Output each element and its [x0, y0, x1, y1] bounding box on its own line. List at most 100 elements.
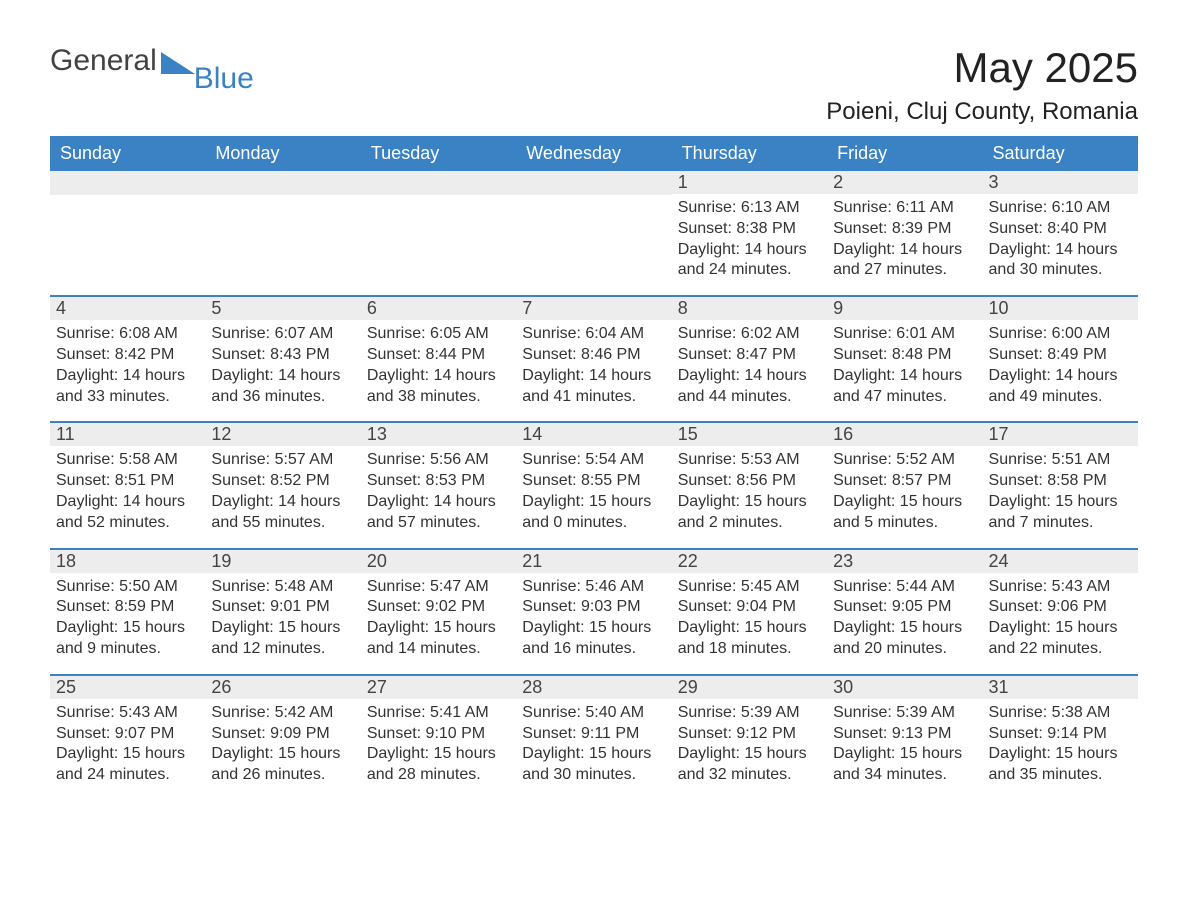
- day-sunrise: Sunrise: 5:39 AM: [833, 703, 976, 724]
- calendar-day-cell: 19Sunrise: 5:48 AMSunset: 9:01 PMDayligh…: [205, 550, 360, 674]
- calendar-day-cell: 22Sunrise: 5:45 AMSunset: 9:04 PMDayligh…: [672, 550, 827, 674]
- day-dl2: and 18 minutes.: [678, 639, 821, 660]
- day-sunrise: Sunrise: 5:56 AM: [367, 450, 510, 471]
- day-dl2: and 57 minutes.: [367, 513, 510, 534]
- day-dl1: Daylight: 14 hours: [211, 492, 354, 513]
- calendar-day-cell: 2Sunrise: 6:11 AMSunset: 8:39 PMDaylight…: [827, 171, 982, 295]
- day-dl1: Daylight: 14 hours: [56, 366, 199, 387]
- day-number: 21: [516, 550, 671, 573]
- day-dl1: Daylight: 14 hours: [989, 366, 1132, 387]
- calendar-day-cell: 7Sunrise: 6:04 AMSunset: 8:46 PMDaylight…: [516, 297, 671, 421]
- day-sunrise: Sunrise: 5:50 AM: [56, 577, 199, 598]
- day-number: 16: [827, 423, 982, 446]
- day-details: Sunrise: 5:47 AMSunset: 9:02 PMDaylight:…: [361, 573, 516, 660]
- logo-triangle-icon: [161, 52, 195, 74]
- day-dl2: and 26 minutes.: [211, 765, 354, 786]
- day-dl2: and 55 minutes.: [211, 513, 354, 534]
- day-dl1: Daylight: 15 hours: [211, 744, 354, 765]
- day-number: 18: [50, 550, 205, 573]
- day-number: 29: [672, 676, 827, 699]
- day-details: Sunrise: 6:02 AMSunset: 8:47 PMDaylight:…: [672, 320, 827, 407]
- day-number: 9: [827, 297, 982, 320]
- day-dl2: and 36 minutes.: [211, 387, 354, 408]
- weekday-header: Wednesday: [516, 136, 671, 171]
- day-details: Sunrise: 5:43 AMSunset: 9:07 PMDaylight:…: [50, 699, 205, 786]
- calendar-day-cell: 26Sunrise: 5:42 AMSunset: 9:09 PMDayligh…: [205, 676, 360, 800]
- day-sunset: Sunset: 9:03 PM: [522, 597, 665, 618]
- day-number: 25: [50, 676, 205, 699]
- calendar-day-cell: 20Sunrise: 5:47 AMSunset: 9:02 PMDayligh…: [361, 550, 516, 674]
- day-number: [516, 171, 671, 195]
- day-details: Sunrise: 5:45 AMSunset: 9:04 PMDaylight:…: [672, 573, 827, 660]
- day-dl2: and 32 minutes.: [678, 765, 821, 786]
- day-dl2: and 33 minutes.: [56, 387, 199, 408]
- calendar-day-cell: 23Sunrise: 5:44 AMSunset: 9:05 PMDayligh…: [827, 550, 982, 674]
- day-dl2: and 7 minutes.: [989, 513, 1132, 534]
- day-details: Sunrise: 6:00 AMSunset: 8:49 PMDaylight:…: [983, 320, 1138, 407]
- day-number: 24: [983, 550, 1138, 573]
- day-dl2: and 12 minutes.: [211, 639, 354, 660]
- weekday-header: Tuesday: [361, 136, 516, 171]
- day-dl1: Daylight: 15 hours: [833, 492, 976, 513]
- calendar-week-row: 18Sunrise: 5:50 AMSunset: 8:59 PMDayligh…: [50, 548, 1138, 674]
- day-details: Sunrise: 5:39 AMSunset: 9:13 PMDaylight:…: [827, 699, 982, 786]
- day-sunset: Sunset: 8:53 PM: [367, 471, 510, 492]
- calendar-day-cell: 17Sunrise: 5:51 AMSunset: 8:58 PMDayligh…: [983, 423, 1138, 547]
- day-dl2: and 34 minutes.: [833, 765, 976, 786]
- calendar-day-cell: 1Sunrise: 6:13 AMSunset: 8:38 PMDaylight…: [672, 171, 827, 295]
- day-sunrise: Sunrise: 6:02 AM: [678, 324, 821, 345]
- calendar-day-cell: 28Sunrise: 5:40 AMSunset: 9:11 PMDayligh…: [516, 676, 671, 800]
- calendar-day-cell: 4Sunrise: 6:08 AMSunset: 8:42 PMDaylight…: [50, 297, 205, 421]
- day-sunset: Sunset: 9:02 PM: [367, 597, 510, 618]
- day-sunset: Sunset: 8:39 PM: [833, 219, 976, 240]
- day-dl1: Daylight: 15 hours: [989, 492, 1132, 513]
- day-dl2: and 20 minutes.: [833, 639, 976, 660]
- day-sunrise: Sunrise: 5:44 AM: [833, 577, 976, 598]
- day-dl1: Daylight: 15 hours: [367, 618, 510, 639]
- day-details: Sunrise: 5:42 AMSunset: 9:09 PMDaylight:…: [205, 699, 360, 786]
- day-sunrise: Sunrise: 5:54 AM: [522, 450, 665, 471]
- day-dl2: and 41 minutes.: [522, 387, 665, 408]
- day-dl1: Daylight: 15 hours: [989, 744, 1132, 765]
- day-sunset: Sunset: 8:55 PM: [522, 471, 665, 492]
- calendar-body: 1Sunrise: 6:13 AMSunset: 8:38 PMDaylight…: [50, 171, 1138, 800]
- day-details: Sunrise: 5:57 AMSunset: 8:52 PMDaylight:…: [205, 446, 360, 533]
- day-sunrise: Sunrise: 6:00 AM: [989, 324, 1132, 345]
- day-dl1: Daylight: 14 hours: [56, 492, 199, 513]
- day-sunset: Sunset: 9:13 PM: [833, 724, 976, 745]
- day-sunrise: Sunrise: 5:58 AM: [56, 450, 199, 471]
- day-sunset: Sunset: 9:04 PM: [678, 597, 821, 618]
- day-dl2: and 30 minutes.: [989, 260, 1132, 281]
- day-dl2: and 14 minutes.: [367, 639, 510, 660]
- calendar-day-cell: 31Sunrise: 5:38 AMSunset: 9:14 PMDayligh…: [983, 676, 1138, 800]
- calendar-day-cell: 13Sunrise: 5:56 AMSunset: 8:53 PMDayligh…: [361, 423, 516, 547]
- day-details: Sunrise: 5:56 AMSunset: 8:53 PMDaylight:…: [361, 446, 516, 533]
- day-sunrise: Sunrise: 5:45 AM: [678, 577, 821, 598]
- day-sunrise: Sunrise: 5:51 AM: [989, 450, 1132, 471]
- day-number: 14: [516, 423, 671, 446]
- day-dl1: Daylight: 15 hours: [56, 618, 199, 639]
- day-details: Sunrise: 5:52 AMSunset: 8:57 PMDaylight:…: [827, 446, 982, 533]
- day-number: 6: [361, 297, 516, 320]
- calendar-day-cell: 16Sunrise: 5:52 AMSunset: 8:57 PMDayligh…: [827, 423, 982, 547]
- day-sunrise: Sunrise: 5:57 AM: [211, 450, 354, 471]
- day-dl1: Daylight: 15 hours: [56, 744, 199, 765]
- day-dl2: and 52 minutes.: [56, 513, 199, 534]
- day-sunrise: Sunrise: 5:47 AM: [367, 577, 510, 598]
- day-dl1: Daylight: 15 hours: [211, 618, 354, 639]
- calendar-day-cell: 27Sunrise: 5:41 AMSunset: 9:10 PMDayligh…: [361, 676, 516, 800]
- day-number: 7: [516, 297, 671, 320]
- day-sunrise: Sunrise: 6:04 AM: [522, 324, 665, 345]
- day-number: 15: [672, 423, 827, 446]
- day-sunset: Sunset: 8:51 PM: [56, 471, 199, 492]
- day-dl1: Daylight: 15 hours: [522, 618, 665, 639]
- day-dl2: and 30 minutes.: [522, 765, 665, 786]
- day-sunset: Sunset: 8:46 PM: [522, 345, 665, 366]
- day-sunrise: Sunrise: 5:42 AM: [211, 703, 354, 724]
- title-block: May 2025 Poieni, Cluj County, Romania: [826, 44, 1138, 126]
- weekday-header-row: Sunday Monday Tuesday Wednesday Thursday…: [50, 136, 1138, 171]
- day-sunrise: Sunrise: 5:43 AM: [989, 577, 1132, 598]
- day-number: 1: [672, 171, 827, 194]
- calendar-day-cell: 21Sunrise: 5:46 AMSunset: 9:03 PMDayligh…: [516, 550, 671, 674]
- day-dl1: Daylight: 15 hours: [833, 744, 976, 765]
